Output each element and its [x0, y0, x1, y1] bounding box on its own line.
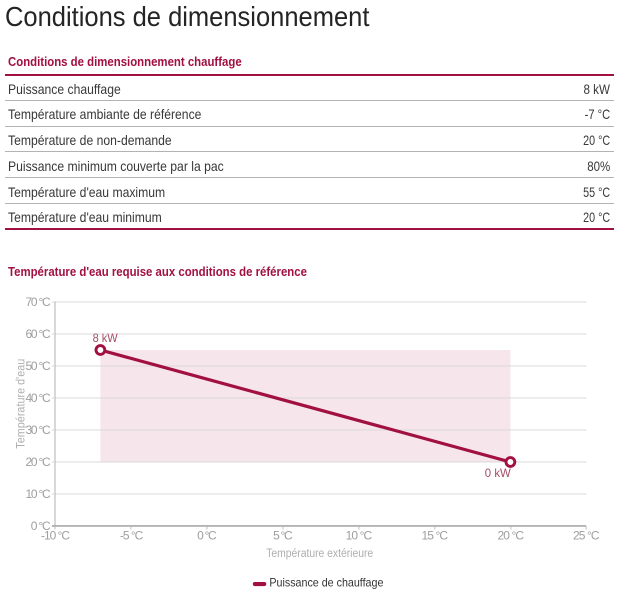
svg-text:15 °C: 15 °C [422, 528, 449, 542]
svg-text:5 °C: 5 °C [273, 528, 293, 542]
svg-text:0 °C: 0 °C [31, 519, 51, 533]
svg-text:-10 °C: -10 °C [41, 528, 70, 542]
svg-text:Température d'eau: Température d'eau [15, 359, 27, 449]
svg-text:0 kW: 0 kW [485, 466, 512, 480]
svg-text:25 °C: 25 °C [573, 528, 600, 542]
svg-text:60 °C: 60 °C [26, 327, 52, 341]
svg-text:Température extérieure: Température extérieure [266, 548, 373, 560]
svg-text:0 °C: 0 °C [197, 528, 217, 542]
svg-text:50 °C: 50 °C [26, 359, 52, 373]
svg-text:8 kW: 8 kW [93, 331, 119, 345]
svg-text:20 °C: 20 °C [26, 455, 52, 469]
svg-text:20 °C: 20 °C [498, 528, 525, 542]
svg-text:Puissance de chauffage: Puissance de chauffage [269, 576, 383, 590]
svg-text:-5 °C: -5 °C [120, 528, 144, 542]
svg-text:40 °C: 40 °C [26, 391, 52, 405]
svg-text:10 °C: 10 °C [346, 528, 373, 542]
svg-text:70 °C: 70 °C [26, 295, 52, 309]
svg-text:10 °C: 10 °C [26, 487, 52, 501]
svg-text:30 °C: 30 °C [26, 423, 52, 437]
